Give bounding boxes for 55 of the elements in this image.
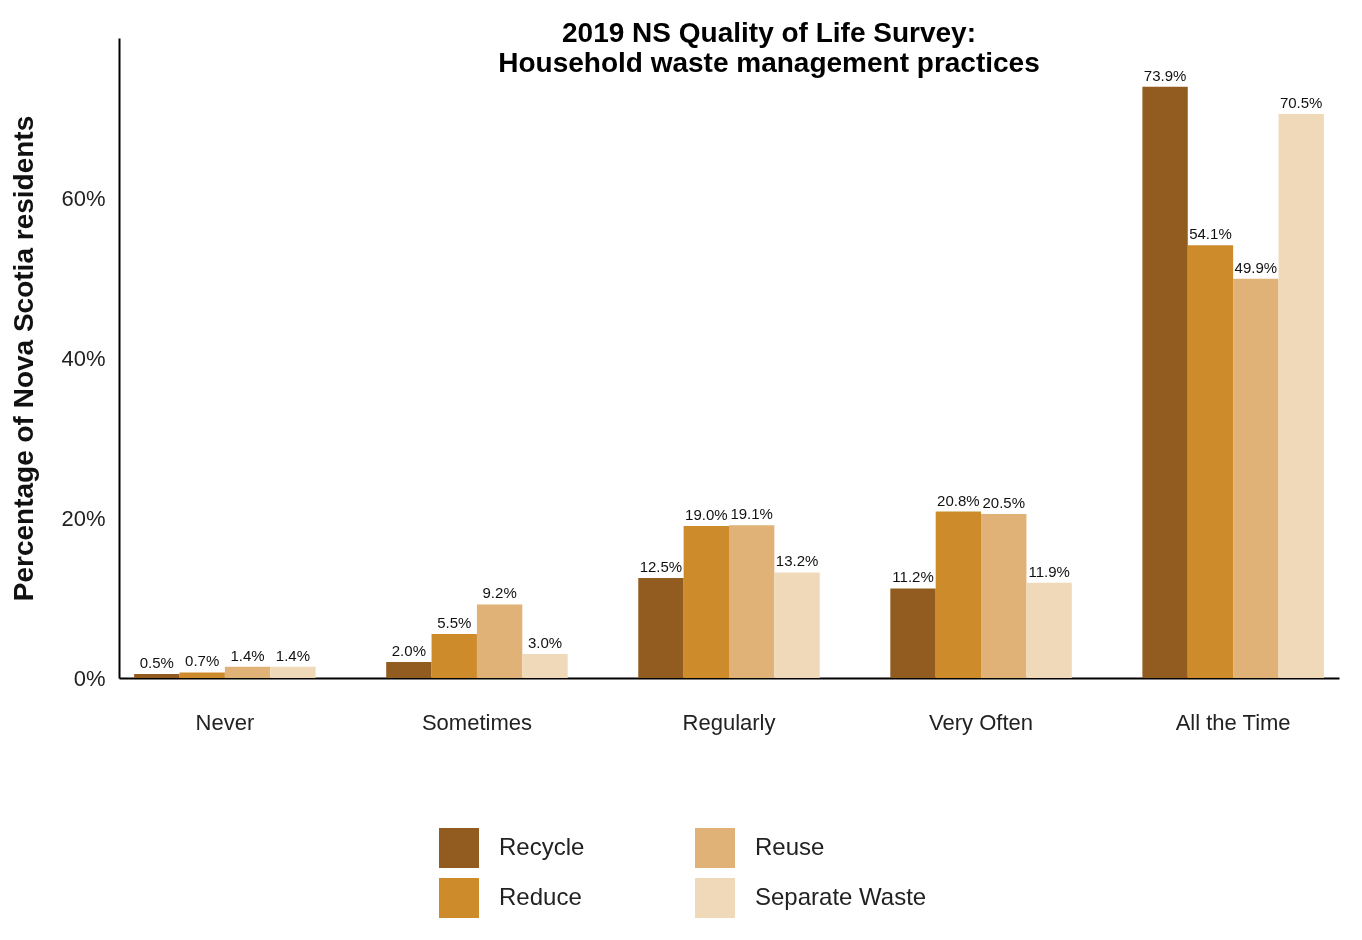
x-tick-label: Regularly <box>682 709 776 735</box>
bar <box>1278 114 1324 678</box>
data-label: 20.8% <box>937 491 980 509</box>
bar <box>683 526 729 678</box>
legend-label: Reduce <box>499 883 582 910</box>
data-label: 1.4% <box>275 646 311 664</box>
bar <box>890 588 936 678</box>
bar <box>224 666 271 678</box>
bar <box>729 525 775 678</box>
bar <box>431 634 477 678</box>
data-label: 11.2% <box>892 568 934 586</box>
x-tick-label: Very Often <box>929 709 1034 735</box>
x-tick-label: All the Time <box>1175 709 1291 735</box>
data-label: 9.2% <box>482 584 517 602</box>
bar <box>476 604 523 678</box>
data-label: 0.7% <box>185 652 220 670</box>
data-label: 54.1% <box>1189 225 1232 243</box>
data-label: 12.5% <box>639 558 683 575</box>
data-label: 1.4% <box>230 646 265 664</box>
data-label: 70.5% <box>1279 94 1323 111</box>
bar <box>522 654 568 678</box>
bar <box>638 578 684 678</box>
data-label: 19.0% <box>685 506 728 523</box>
data-label: 5.5% <box>437 614 472 631</box>
data-label: 13.2% <box>775 552 819 570</box>
x-tick-label: Sometimes <box>421 709 532 735</box>
bar <box>134 674 180 678</box>
bar <box>774 572 820 678</box>
bar <box>1142 86 1188 678</box>
bar <box>935 511 982 678</box>
y-tick-label: 40% <box>61 345 106 371</box>
data-label: 0.5% <box>139 654 174 671</box>
y-tick-label: 60% <box>61 185 106 211</box>
legend-label: Separate Waste <box>755 883 927 910</box>
legend-label: Reuse <box>755 833 825 860</box>
data-label: 20.5% <box>982 494 1026 511</box>
y-axis-title: Percentage of Nova Scotia residents <box>8 115 40 602</box>
bar <box>386 662 432 678</box>
x-tick-label: Never <box>195 709 255 735</box>
bar <box>1187 245 1234 678</box>
chart-title: 2019 NS Quality of Life Survey: Household waste management practices <box>498 17 1040 78</box>
bar <box>981 514 1027 678</box>
legend-label: Recycle <box>499 833 585 860</box>
bar <box>270 666 316 678</box>
data-label: 49.9% <box>1234 258 1278 276</box>
bar <box>1233 278 1279 678</box>
bar <box>1026 582 1072 678</box>
data-label: 19.1% <box>730 505 773 523</box>
data-label: 2.0% <box>391 642 426 659</box>
data-label: 11.9% <box>1028 562 1070 580</box>
bar <box>179 672 225 678</box>
y-tick-label: 20% <box>61 505 106 531</box>
y-tick-label: 0% <box>73 665 106 691</box>
data-label: 73.9% <box>1143 66 1187 84</box>
data-label: 3.0% <box>527 634 563 651</box>
